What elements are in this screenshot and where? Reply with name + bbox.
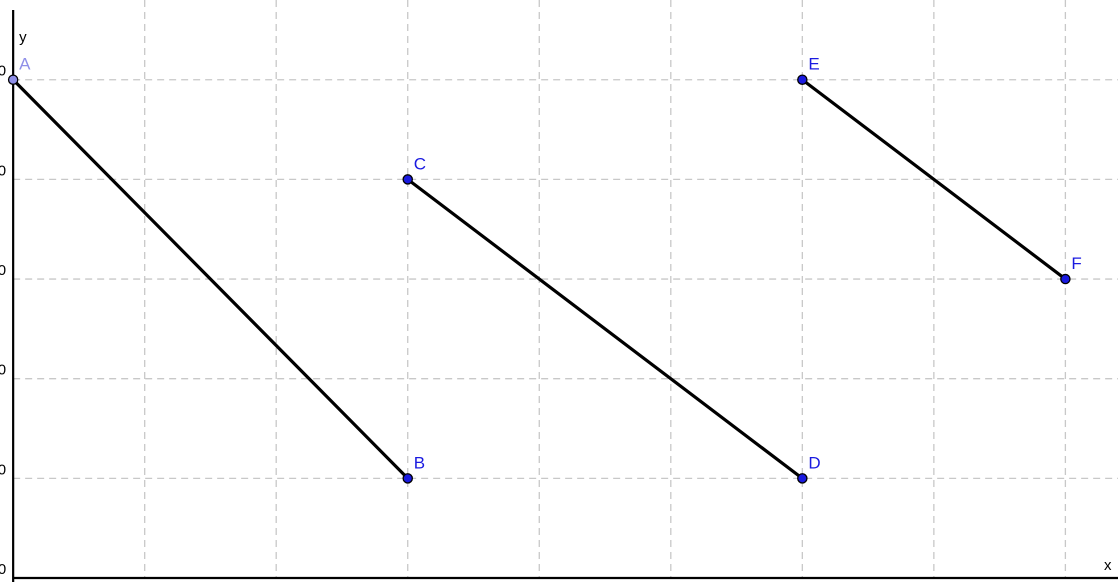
point-d[interactable]: D [797,453,821,484]
point-label-a: A [19,55,31,74]
point-b[interactable]: B [402,453,425,484]
points[interactable]: A B C D E F [7,55,1082,484]
segment-ab [11,78,410,480]
point-marker-c[interactable] [402,174,413,185]
y-tick-label-50: 50 [0,63,6,80]
point-e[interactable]: E [797,55,820,85]
x-tick-label-700: 700 [935,585,960,588]
y-tick-label-30: 30 [0,262,6,279]
x-tick-label-500: 500 [672,585,697,588]
point-a[interactable]: A [7,55,32,85]
x-tick-label-0: 0 [23,585,31,588]
segments [11,78,1067,480]
x-tick-label-600: 600 [804,585,829,588]
x-tick-label-300: 300 [409,585,434,588]
point-c[interactable]: C [402,154,426,185]
axes: x y [12,10,1118,583]
tick-labels: 0 100 200 300 400 500 600 700 800 0 10 20 30 40 50 [0,63,1092,588]
point-label-b: B [414,453,425,472]
x-tick-label-200: 200 [278,585,303,588]
grid [13,0,1118,579]
x-tick-label-800: 800 [1067,585,1092,588]
segment-ef [800,78,1067,281]
segment-cd [406,177,804,480]
point-marker-f[interactable] [1060,273,1071,285]
y-tick-label-0: 0 [0,561,6,578]
y-tick-label-10: 10 [0,461,6,478]
point-label-d: D [808,453,820,472]
point-marker-d[interactable] [797,473,808,484]
x-axis-label: x [1104,557,1112,574]
y-tick-label-20: 20 [0,362,6,379]
point-label-c: C [414,154,426,173]
point-label-f: F [1071,254,1081,273]
point-marker-a[interactable] [7,74,19,85]
point-marker-e[interactable] [797,74,808,85]
y-axis-label: y [19,29,27,46]
point-f[interactable]: F [1060,254,1082,285]
point-marker-b[interactable] [402,473,413,484]
x-tick-label-100: 100 [146,585,171,588]
point-label-e: E [808,55,819,74]
x-tick-label-400: 400 [541,585,566,588]
y-tick-label-40: 40 [0,162,6,179]
